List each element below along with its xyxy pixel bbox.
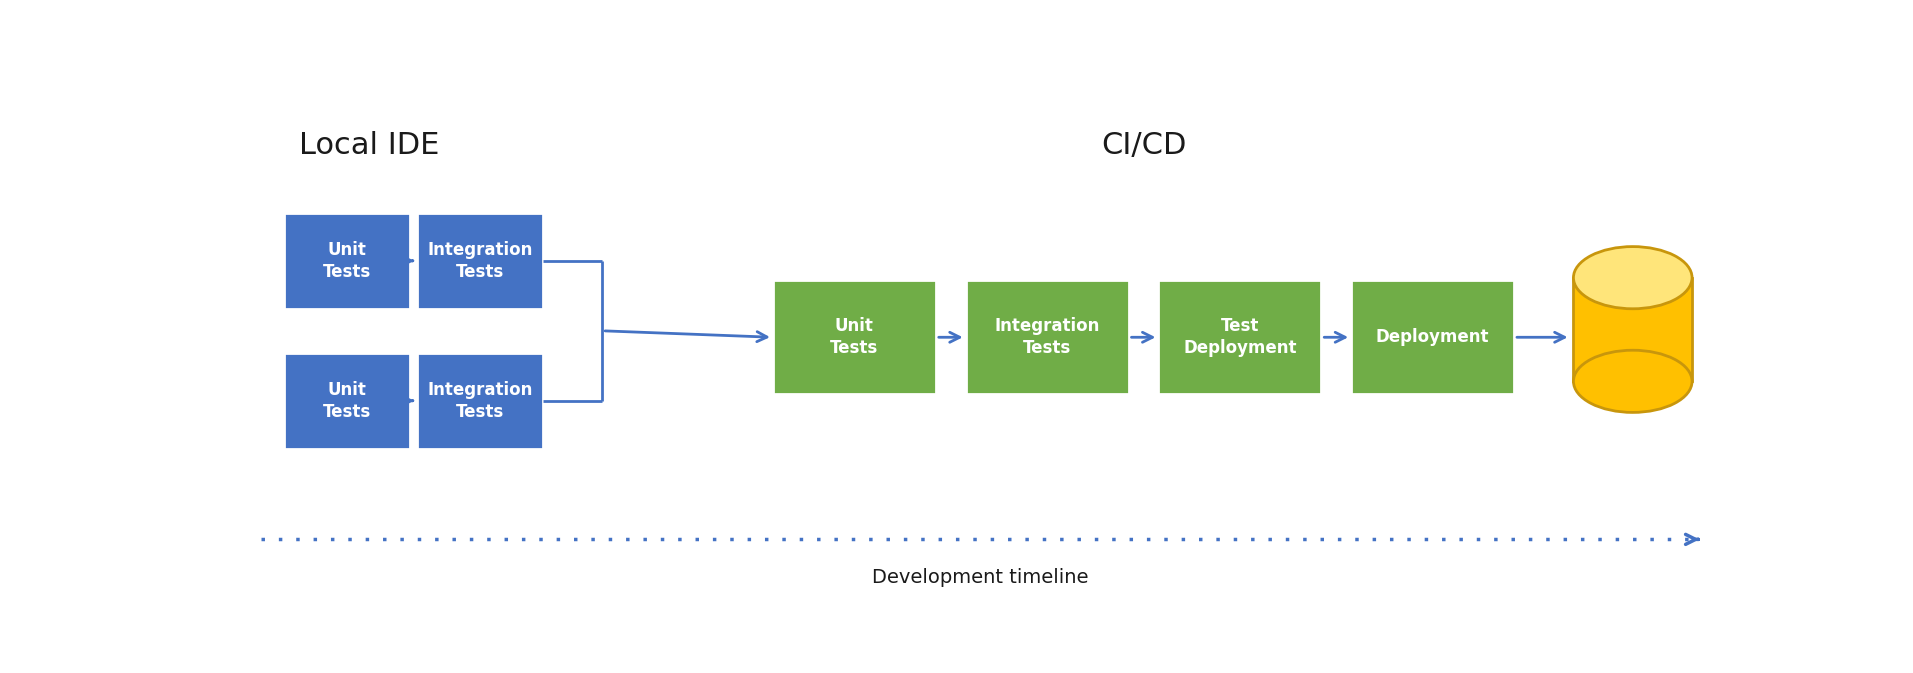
Text: Unit
Tests: Unit Tests — [323, 241, 371, 281]
Text: Development timeline: Development timeline — [872, 568, 1088, 587]
Text: Integration
Tests: Integration Tests — [427, 241, 532, 281]
Polygon shape — [1572, 278, 1693, 382]
FancyBboxPatch shape — [1159, 280, 1322, 394]
FancyBboxPatch shape — [1351, 280, 1515, 394]
Text: Unit
Tests: Unit Tests — [323, 381, 371, 421]
Text: Test
Deployment: Test Deployment — [1182, 317, 1297, 357]
FancyBboxPatch shape — [773, 280, 935, 394]
Text: CI/CD: CI/CD — [1100, 131, 1186, 160]
FancyBboxPatch shape — [417, 213, 543, 309]
Ellipse shape — [1572, 246, 1693, 309]
Text: Integration
Tests: Integration Tests — [995, 317, 1100, 357]
Ellipse shape — [1572, 350, 1693, 413]
FancyBboxPatch shape — [283, 213, 409, 309]
Text: Unit
Tests: Unit Tests — [830, 317, 878, 357]
Text: Integration
Tests: Integration Tests — [427, 381, 532, 421]
FancyBboxPatch shape — [417, 353, 543, 449]
FancyBboxPatch shape — [966, 280, 1129, 394]
Text: Local IDE: Local IDE — [300, 131, 440, 160]
FancyBboxPatch shape — [283, 353, 409, 449]
Text: Deployment: Deployment — [1375, 328, 1490, 347]
